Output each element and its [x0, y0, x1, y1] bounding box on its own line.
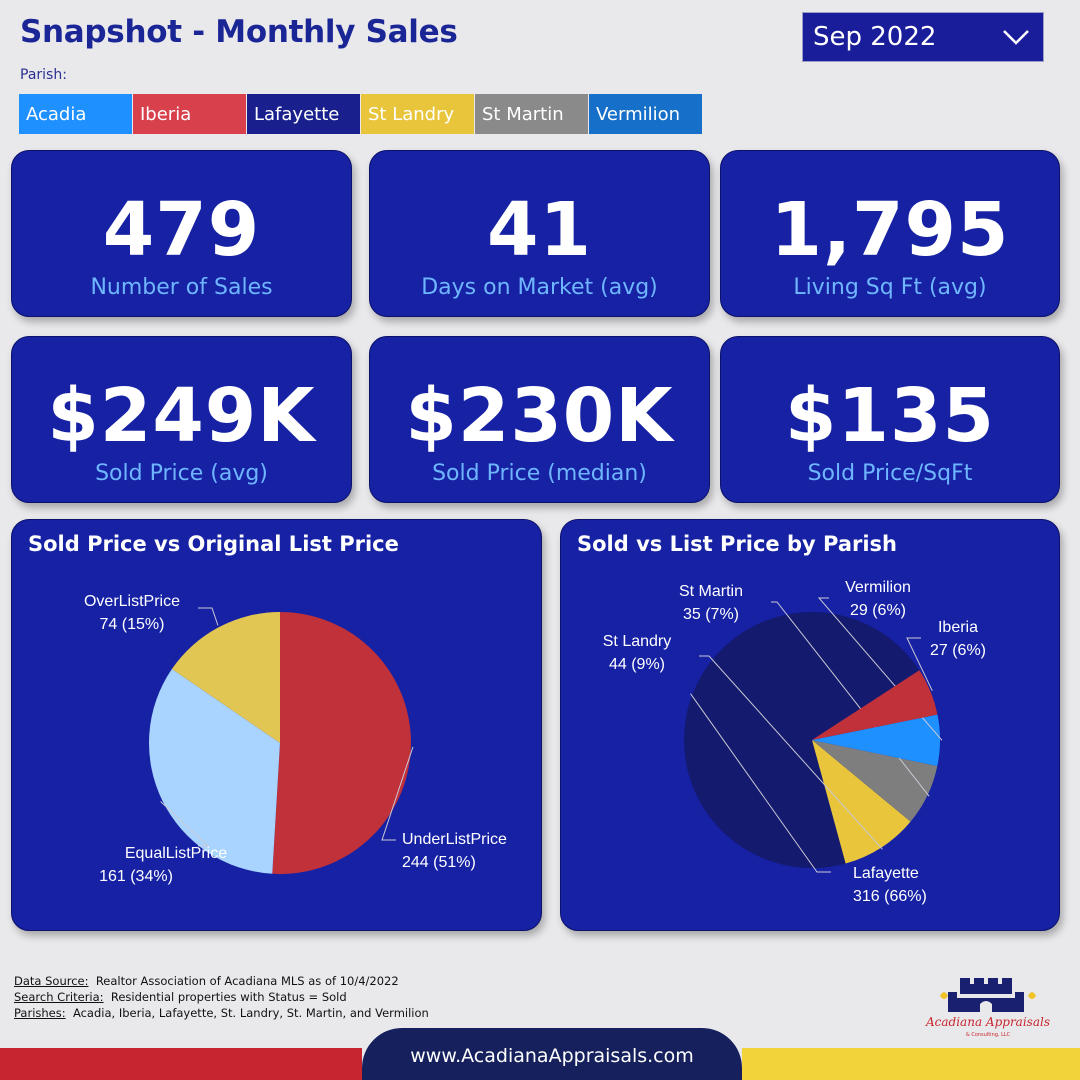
castle-logo-icon: Acadiana Appraisals & Consulting, LLC [925, 978, 1050, 1038]
pie-value-label-vermilion: 29 (6%) [850, 602, 906, 619]
pie-value-label-overlistprice: 74 (15%) [100, 616, 165, 633]
kpi-card-sold-price-per-sqft: $135 Sold Price/SqFt [720, 336, 1060, 503]
pie-slice-lafayette[interactable] [684, 612, 920, 868]
kpi-label: Sold Price (avg) [95, 461, 268, 486]
footer-band-yellow [742, 1048, 1080, 1080]
pie-label-overlistprice: OverListPrice [84, 593, 180, 610]
page-title: Snapshot - Monthly Sales [20, 14, 458, 50]
kpi-label: Number of Sales [90, 275, 273, 300]
pie-slice-st-landry[interactable] [812, 740, 911, 864]
pie-slice-overlistprice[interactable] [171, 612, 280, 743]
data-source-line: Data Source: Realtor Association of Acad… [14, 974, 399, 988]
pie-value-label-equallistprice: 161 (34%) [99, 868, 173, 885]
kpi-label: Sold Price (median) [432, 461, 647, 486]
pie-leader-line [381, 746, 414, 841]
kpi-label: Living Sq Ft (avg) [793, 275, 987, 300]
svg-text:& Consulting, LLC: & Consulting, LLC [966, 1032, 1011, 1038]
kpi-value: $135 [785, 373, 995, 459]
kpi-label: Sold Price/SqFt [807, 461, 973, 486]
pie-slice-equallistprice[interactable] [148, 669, 280, 874]
pie-label-st-martin: St Martin [679, 583, 743, 600]
footer-notes: Data Source: Realtor Association of Acad… [14, 973, 429, 1021]
kpi-card-living-sq-ft: 1,795 Living Sq Ft (avg) [720, 150, 1060, 317]
parish-chip-st-martin[interactable]: St Martin [475, 94, 588, 134]
pie-leader-line [906, 637, 933, 692]
pie-value-label-st-landry: 44 (9%) [609, 656, 665, 673]
footer-band-red [0, 1048, 362, 1080]
parish-chip-vermilion[interactable]: Vermilion [589, 94, 702, 134]
pie-leader-line [198, 607, 219, 626]
website-url[interactable]: www.AcadianaAppraisals.com [362, 1028, 742, 1080]
parish-chip-iberia[interactable]: Iberia [133, 94, 246, 134]
pie-label-st-landry: St Landry [603, 633, 671, 650]
month-selector-value: Sep 2022 [813, 22, 937, 52]
pie-slice-st-martin[interactable] [812, 740, 938, 822]
pie-leader-line [699, 655, 883, 850]
kpi-value: 479 [102, 187, 261, 273]
month-selector[interactable]: Sep 2022 [802, 12, 1044, 62]
kpi-value: 41 [487, 187, 592, 273]
kpi-card-number-of-sales: 479 Number of Sales [11, 150, 352, 317]
pie-slice-vermilion[interactable] [812, 714, 940, 766]
pie-slice-underlistprice[interactable] [272, 612, 411, 874]
kpi-card-sold-price-avg: $249K Sold Price (avg) [11, 336, 352, 503]
parish-filter-label: Parish: [20, 67, 67, 83]
parish-chip-lafayette[interactable]: Lafayette [247, 94, 360, 134]
pie-label-vermilion: Vermilion [845, 579, 911, 596]
parishes-line: Parishes: Acadia, Iberia, Lafayette, St.… [14, 1006, 429, 1020]
pie-label-lafayette: Lafayette [853, 865, 919, 882]
pie-slice-iberia[interactable] [812, 670, 938, 740]
pie-chart-list-price: UnderListPrice 244 (51%) EqualListPrice 161… [84, 593, 507, 885]
pie-value-label-underlistprice: 244 (51%) [402, 854, 476, 871]
kpi-label: Days on Market (avg) [421, 275, 658, 300]
parish-chip-st-landry[interactable]: St Landry [361, 94, 474, 134]
kpi-value: $230K [405, 373, 674, 459]
parish-filter: Acadia Iberia Lafayette St Landry St Mar… [19, 94, 703, 134]
pie-leader-line [690, 693, 831, 873]
chart-title: Sold vs List Price by Parish [577, 532, 898, 556]
chart-card-by-parish: Lafayette 316 (66%) St Landry 44 (9%) St Mar… [560, 519, 1060, 931]
kpi-value: $249K [47, 373, 316, 459]
pie-label-iberia: Iberia [938, 619, 978, 636]
search-criteria-line: Search Criteria: Residential properties … [14, 990, 347, 1004]
pie-chart-by-parish: Lafayette 316 (66%) St Landry 44 (9%) St Mar… [603, 579, 986, 905]
pie-value-label-lafayette: 316 (66%) [853, 888, 927, 905]
pie-leader-line [160, 801, 210, 847]
chart-card-list-price: UnderListPrice 244 (51%) EqualListPrice 161… [11, 519, 542, 931]
chevron-down-icon [1003, 30, 1029, 45]
svg-text:Acadiana Appraisals: Acadiana Appraisals [925, 1015, 1050, 1029]
parish-chip-acadia[interactable]: Acadia [19, 94, 132, 134]
kpi-card-days-on-market: 41 Days on Market (avg) [369, 150, 710, 317]
pie-value-label-iberia: 27 (6%) [930, 642, 986, 659]
pie-label-equallistprice: EqualListPrice [125, 845, 227, 862]
chart-title: Sold Price vs Original List Price [28, 532, 399, 556]
kpi-value: 1,795 [770, 187, 1010, 273]
kpi-card-sold-price-median: $230K Sold Price (median) [369, 336, 710, 503]
pie-label-underlistprice: UnderListPrice [402, 831, 507, 848]
pie-value-label-st-martin: 35 (7%) [683, 606, 739, 623]
